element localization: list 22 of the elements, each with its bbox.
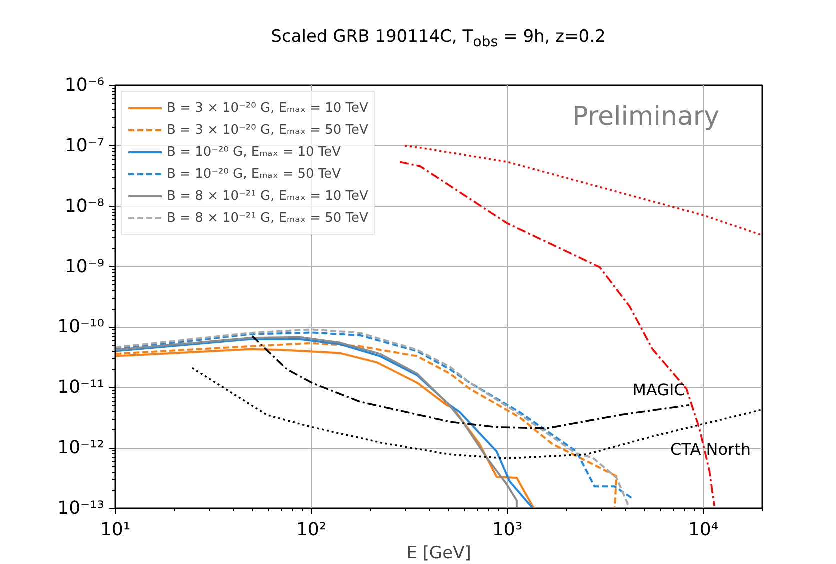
- annotation: CTA North: [670, 440, 751, 459]
- x-axis-title: E [GeV]: [406, 544, 472, 564]
- x-tick-label: 10⁴: [688, 520, 719, 540]
- legend-label: B = 10⁻²⁰ G, Eₘₐₓ = 10 TeV: [167, 144, 342, 161]
- x-tick-label: 10³: [492, 520, 523, 540]
- x-tick-label: 10²: [296, 520, 327, 540]
- legend-label: B = 3 × 10⁻²⁰ G, Eₘₐₓ = 10 TeV: [167, 100, 368, 117]
- y-tick-label: 10⁻⁸: [64, 196, 105, 217]
- x-tick-label: 10¹: [100, 520, 131, 540]
- legend-label: B = 3 × 10⁻²⁰ G, Eₘₐₓ = 50 TeV: [167, 122, 368, 139]
- legend-label: B = 8 × 10⁻²¹ G, Eₘₐₓ = 50 TeV: [167, 210, 368, 227]
- y-tick-label: 10⁻¹²: [58, 438, 105, 459]
- y-tick-label: 10⁻⁶: [64, 75, 105, 96]
- y-tick-label: 10⁻⁹: [64, 256, 105, 278]
- legend-label: B = 8 × 10⁻²¹ G, Eₘₐₓ = 10 TeV: [167, 188, 368, 205]
- y-tick-label: 10⁻¹³: [58, 498, 105, 519]
- y-tick-label: 10⁻¹¹: [58, 377, 105, 398]
- y-tick-label: 10⁻¹⁰: [58, 316, 105, 338]
- annotation: MAGIC: [632, 380, 686, 400]
- legend-label: B = 10⁻²⁰ G, Eₘₐₓ = 50 TeV: [167, 166, 342, 183]
- y-tick-label: 10⁻⁷: [64, 135, 105, 156]
- chart-title: Scaled GRB 190114C, T$_{obs}$ = 9h, z=0.2: [271, 26, 606, 52]
